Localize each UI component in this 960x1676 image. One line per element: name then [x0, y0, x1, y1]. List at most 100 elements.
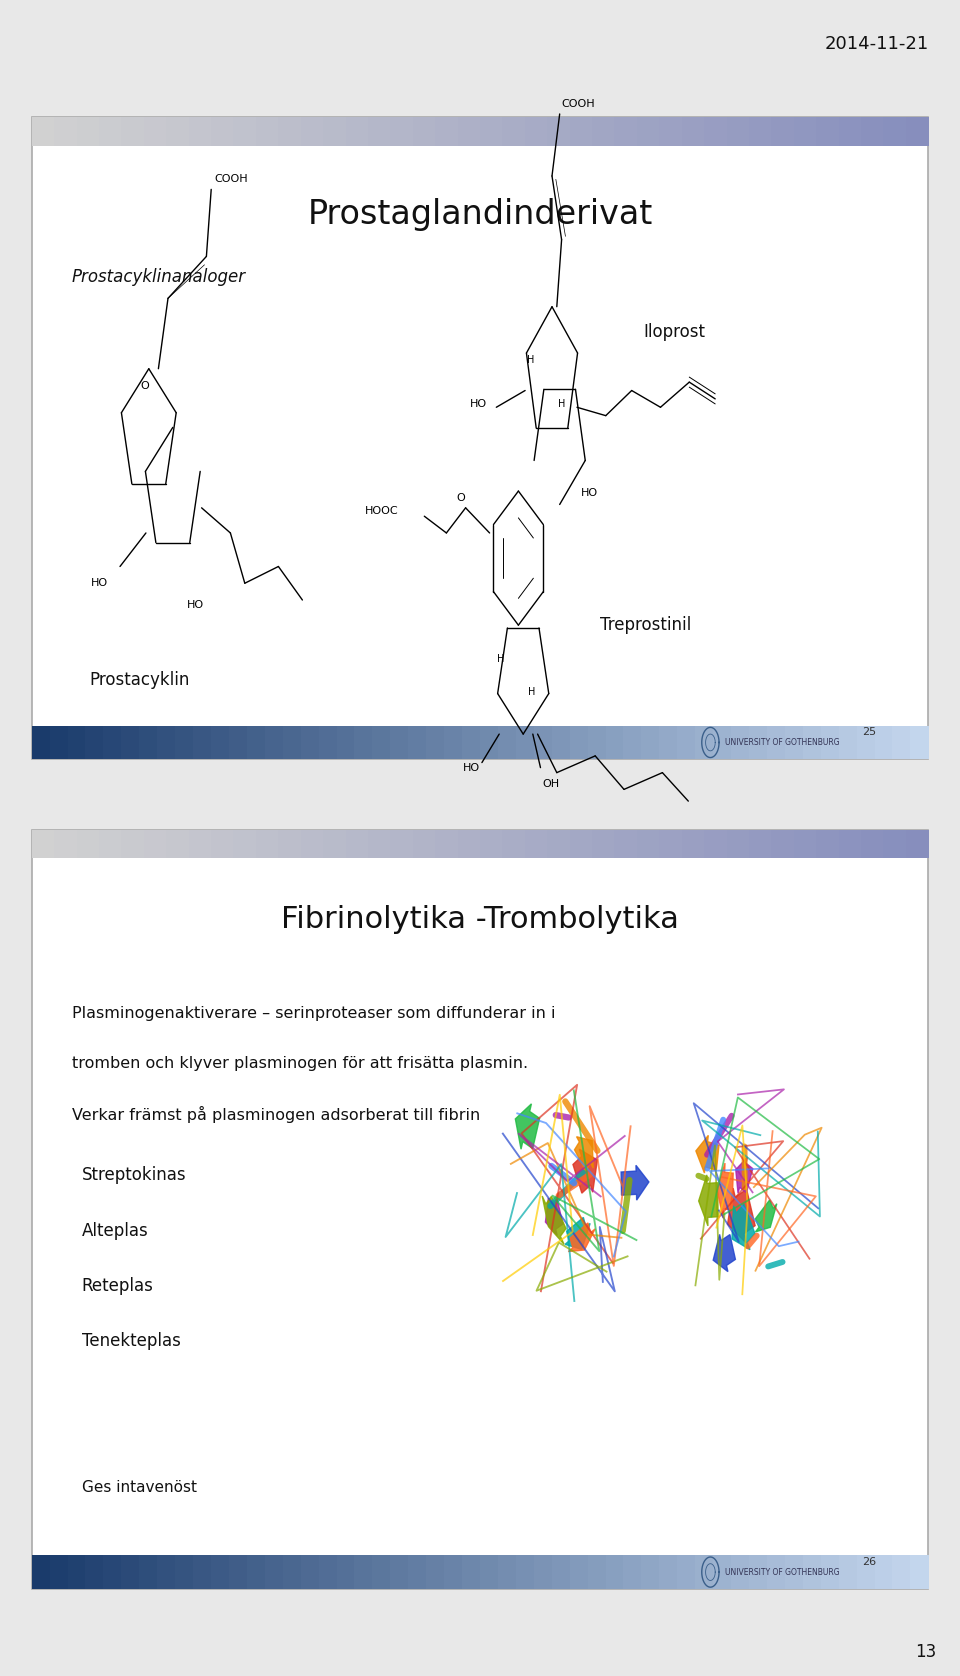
Bar	[157, 726, 176, 759]
Text: UNIVERSITY OF GOTHENBURG: UNIVERSITY OF GOTHENBURG	[725, 737, 839, 747]
Bar	[552, 1555, 570, 1589]
Bar	[910, 1555, 929, 1589]
Bar	[910, 726, 929, 759]
Bar	[193, 1555, 212, 1589]
Bar	[188, 830, 212, 858]
Bar	[839, 726, 857, 759]
Bar	[682, 117, 705, 146]
Bar	[502, 117, 526, 146]
Bar	[211, 830, 234, 858]
Text: UNIVERSITY OF GOTHENBURG: UNIVERSITY OF GOTHENBURG	[725, 1567, 839, 1577]
Bar	[695, 1555, 714, 1589]
Text: O: O	[140, 380, 150, 391]
FancyBboxPatch shape	[32, 117, 928, 759]
Bar	[592, 830, 615, 858]
Text: Prostacyklin: Prostacyklin	[89, 670, 189, 689]
Bar	[785, 726, 804, 759]
Bar	[502, 830, 526, 858]
Text: 26: 26	[862, 1557, 876, 1567]
Bar	[337, 726, 355, 759]
FancyArrow shape	[713, 1235, 735, 1272]
Bar	[175, 1555, 194, 1589]
FancyArrow shape	[728, 1188, 756, 1244]
Bar	[32, 726, 51, 759]
Bar	[883, 830, 907, 858]
Text: tromben och klyver plasminogen för att frisätta plasmin.: tromben och klyver plasminogen för att f…	[72, 1056, 528, 1071]
Bar	[354, 726, 373, 759]
Bar	[677, 1555, 696, 1589]
Bar	[592, 117, 615, 146]
Bar	[839, 830, 862, 858]
Text: HO: HO	[187, 600, 204, 610]
Bar	[480, 1555, 499, 1589]
Text: 13: 13	[915, 1642, 936, 1661]
Text: HOOC: HOOC	[365, 506, 398, 516]
Text: H: H	[527, 355, 535, 365]
Bar	[906, 830, 929, 858]
Bar	[32, 117, 55, 146]
Bar	[614, 117, 637, 146]
Bar	[749, 1555, 768, 1589]
Bar	[121, 830, 145, 858]
Bar	[413, 830, 436, 858]
Bar	[588, 726, 607, 759]
Bar	[861, 830, 884, 858]
Bar	[319, 726, 338, 759]
FancyArrow shape	[696, 1135, 719, 1173]
Bar	[462, 1555, 481, 1589]
Bar	[300, 1555, 320, 1589]
FancyArrow shape	[516, 1104, 540, 1150]
Bar	[906, 117, 929, 146]
Bar	[233, 117, 257, 146]
Bar	[54, 830, 78, 858]
Text: Plasminogenaktiverare – serinproteaser som diffunderar in i: Plasminogenaktiverare – serinproteaser s…	[72, 1006, 556, 1021]
Bar	[534, 1555, 553, 1589]
FancyArrow shape	[573, 1150, 597, 1193]
Bar	[569, 726, 588, 759]
Bar	[569, 1555, 588, 1589]
Bar	[623, 1555, 642, 1589]
Bar	[856, 1555, 876, 1589]
Bar	[498, 726, 516, 759]
Bar	[211, 726, 229, 759]
Bar	[772, 117, 795, 146]
Bar	[354, 1555, 373, 1589]
Bar	[458, 117, 481, 146]
Bar	[732, 726, 750, 759]
FancyArrow shape	[545, 1198, 563, 1235]
Bar	[552, 726, 570, 759]
Bar	[893, 726, 911, 759]
Bar	[547, 830, 570, 858]
Text: COOH: COOH	[214, 174, 248, 184]
Bar	[144, 830, 167, 858]
FancyBboxPatch shape	[32, 830, 928, 1589]
Bar	[856, 726, 876, 759]
Bar	[247, 1555, 266, 1589]
Bar	[413, 117, 436, 146]
Bar	[480, 117, 503, 146]
Bar	[337, 1555, 355, 1589]
Bar	[547, 117, 570, 146]
Bar	[785, 1555, 804, 1589]
FancyArrow shape	[756, 1200, 777, 1232]
Bar	[426, 1555, 445, 1589]
Bar	[525, 830, 548, 858]
Bar	[228, 1555, 248, 1589]
Bar	[188, 117, 212, 146]
Bar	[278, 830, 301, 858]
Bar	[677, 726, 696, 759]
Bar	[99, 830, 122, 858]
Bar	[144, 117, 167, 146]
Bar	[444, 1555, 463, 1589]
Bar	[50, 1555, 68, 1589]
Bar	[641, 726, 660, 759]
Bar	[569, 117, 593, 146]
Text: O: O	[456, 493, 466, 503]
Bar	[324, 830, 347, 858]
FancyArrow shape	[732, 1205, 755, 1250]
Text: Treprostinil: Treprostinil	[600, 617, 691, 634]
Text: Fibrinolytika -Trombolytika: Fibrinolytika -Trombolytika	[281, 905, 679, 934]
Bar	[569, 830, 593, 858]
Bar	[727, 117, 750, 146]
Bar	[300, 726, 320, 759]
